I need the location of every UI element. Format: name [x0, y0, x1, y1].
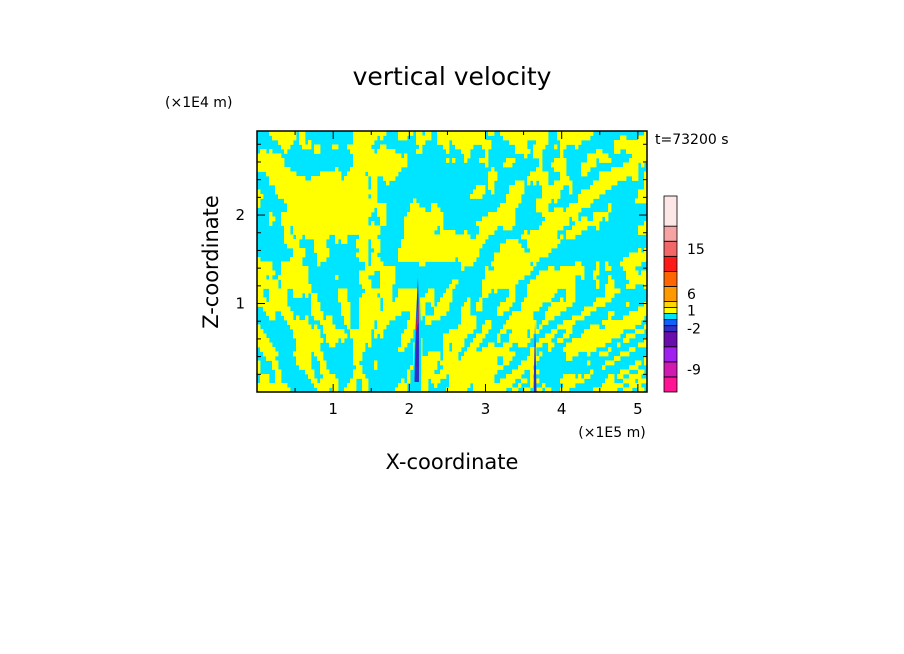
colorbar-swatch [663, 270, 678, 287]
colorbar-swatch [663, 319, 678, 327]
y-tick-label: 2 [235, 206, 245, 224]
x-tick-label: 5 [633, 400, 643, 418]
plot-frame [256, 130, 648, 393]
colorbar-tick-label: 6 [687, 287, 696, 303]
x-axis-label: X-coordinate [386, 450, 519, 474]
y-axis-label: Z-coordinate [199, 195, 223, 329]
colorbar-swatch [663, 301, 678, 308]
updraft-core-2 [533, 321, 537, 392]
positive-velocity-regions [257, 131, 647, 392]
colorbar: -9 -2 16 15 [663, 195, 705, 393]
colorbar-swatch [663, 346, 678, 363]
time-label: t=73200 s [655, 132, 729, 148]
colorbar-tick-label: -2 [687, 322, 701, 338]
colorbar-swatch [663, 313, 678, 321]
colorbar-swatch [663, 225, 678, 242]
colorbar-tick-label: 15 [687, 242, 705, 258]
colorbar-tick-label: 1 [687, 304, 696, 320]
velocity-field [257, 131, 647, 392]
updraft-strong-core [415, 302, 419, 332]
x-tick-label: 4 [557, 400, 567, 418]
x-axis: 1 2 3 4 5 [294, 131, 643, 418]
x-tick-label: 3 [481, 400, 491, 418]
colorbar-swatch [663, 255, 678, 272]
colorbar-swatch [663, 376, 678, 393]
updraft-core-1 [412, 272, 422, 392]
colorbar-swatch [663, 286, 678, 302]
colorbar-swatch [663, 331, 678, 348]
y-tick-label: 1 [235, 295, 245, 313]
updraft-core-line [416, 322, 418, 367]
colorbar-tick-label: -9 [687, 362, 701, 378]
colorbar-swatch [663, 240, 678, 257]
chart-title: vertical velocity [353, 62, 552, 91]
colorbar-swatch [663, 325, 678, 333]
y-scale-note: (×1E4 m) [165, 95, 232, 111]
colorbar-swatch [663, 307, 678, 315]
y-axis: 12 [235, 143, 647, 375]
x-scale-note: (×1E5 m) [578, 425, 645, 441]
colorbar-swatch [663, 361, 678, 378]
updraft-weak-core [533, 321, 537, 392]
colorbar-swatch [663, 195, 678, 227]
x-tick-label: 2 [405, 400, 415, 418]
updraft-downdraft-edge [414, 277, 420, 382]
x-tick-label: 1 [328, 400, 338, 418]
